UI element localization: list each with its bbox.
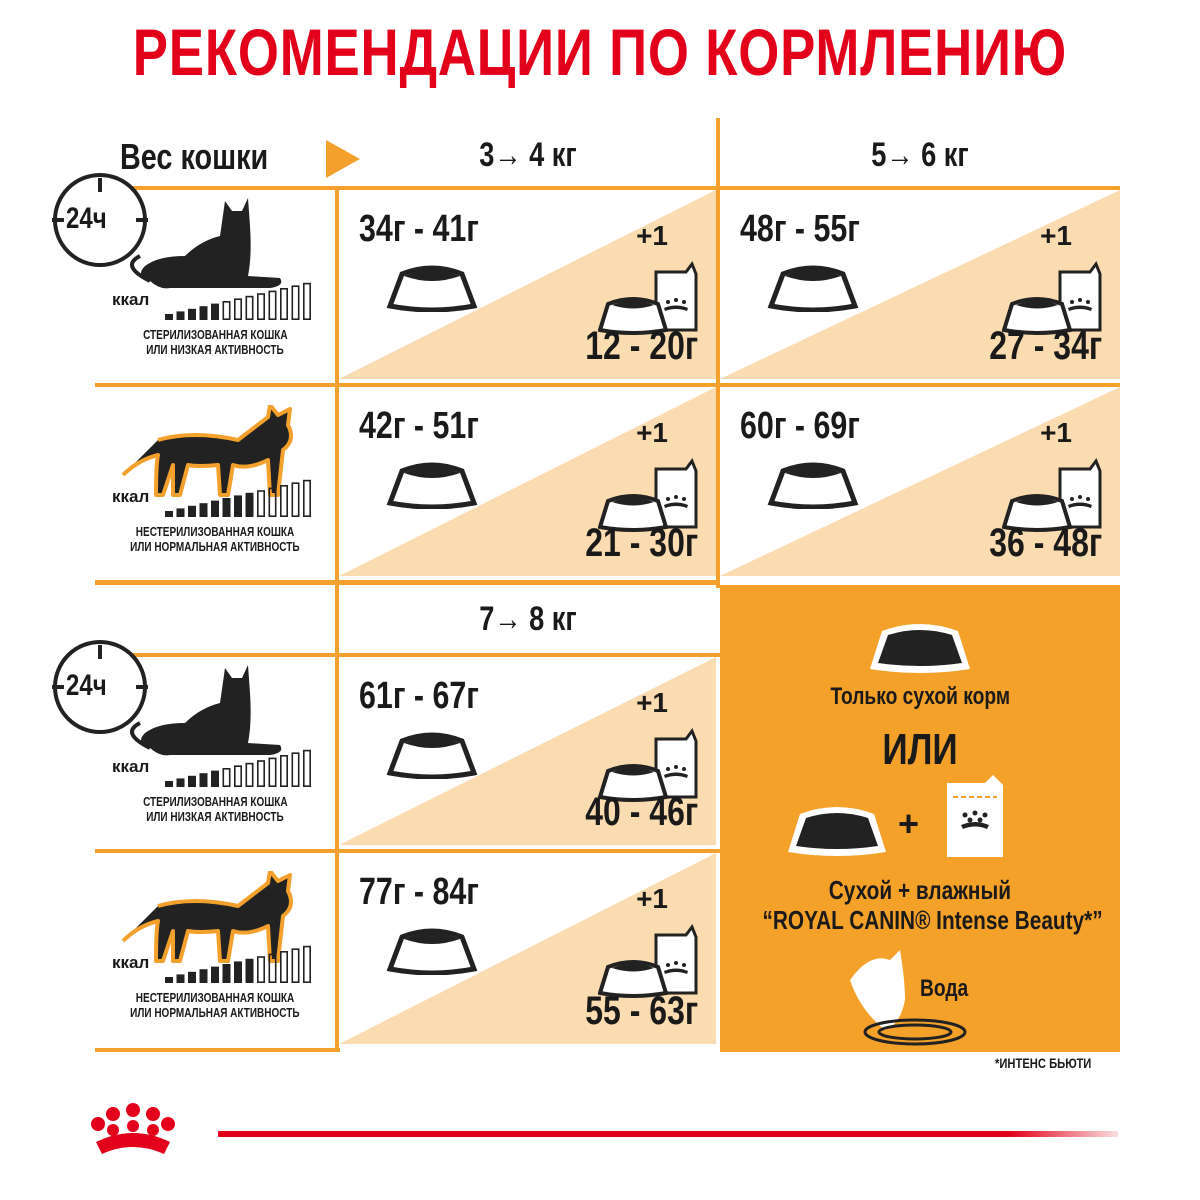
weight-label: Вес кошки — [120, 136, 269, 177]
feeding-cell: 48г - 55г +1 27 - 34г — [720, 190, 1120, 379]
dry-food-amount: 42г - 51г — [359, 405, 479, 447]
kcal-label: ккал — [112, 290, 150, 309]
feeding-options-panel: Только сухой корм ИЛИ + Сухой + влажный “… — [720, 585, 1120, 1052]
dry-food-amount: 61г - 67г — [359, 675, 479, 717]
or-label: ИЛИ — [882, 725, 958, 774]
activity-description: СТЕРИЛИЗОВАННАЯ КОШКА ИЛИ НИЗКАЯ АКТИВНОС… — [142, 328, 288, 357]
lying-cat-icon — [130, 198, 282, 289]
activity-description: СТЕРИЛИЗОВАННАЯ КОШКА ИЛИ НИЗКАЯ АКТИВНОС… — [142, 795, 288, 824]
dry-bowl-icon — [386, 732, 478, 779]
feeding-cell: 77г - 84г +1 55 - 63г — [339, 853, 716, 1044]
clock-label: 24ч — [66, 202, 107, 235]
walking-cat-icon — [121, 871, 294, 963]
plus-one-pouch: +1 — [636, 883, 668, 914]
dry-food-amount: 60г - 69г — [740, 405, 860, 447]
kcal-level-bars — [165, 749, 312, 788]
plus-one-pouch: +1 — [636, 417, 668, 448]
dry-bowl-icon — [386, 265, 478, 312]
wet-food-amount: 55 - 63г — [585, 989, 698, 1033]
kcal-level-bars — [165, 945, 312, 984]
divider — [95, 186, 1120, 190]
arrow-right-icon — [326, 140, 360, 178]
divider — [95, 383, 1120, 387]
wet-food-bowl-and-pouch-icon — [598, 260, 698, 335]
clock-24h-icon — [52, 173, 148, 267]
wet-food-bowl-and-pouch-icon — [598, 923, 698, 998]
lying-cat-icon — [130, 665, 282, 756]
divider — [95, 580, 720, 585]
walking-cat-icon — [121, 405, 294, 497]
wet-food-amount: 27 - 34г — [989, 324, 1102, 368]
dry-only-label: Только сухой корм — [830, 683, 1010, 710]
kcal-level-bars — [165, 282, 312, 321]
dry-bowl-icon — [386, 928, 478, 975]
plus-one-pouch: +1 — [1040, 417, 1072, 448]
dry-bowl-icon — [767, 462, 859, 509]
kcal-level-bars — [165, 479, 312, 518]
kcal-label: ккал — [112, 487, 150, 506]
dry-food-amount: 34г - 41г — [359, 208, 479, 250]
divider — [95, 1048, 340, 1052]
plus-one-pouch: +1 — [636, 220, 668, 251]
water-label: Вода — [920, 975, 969, 1002]
footnote: *ИНТЕНС БЬЮТИ — [995, 1055, 1092, 1071]
feeding-cell: 34г - 41г +1 12 - 20г — [339, 190, 716, 379]
kcal-label: ккал — [112, 757, 150, 776]
divider — [716, 118, 720, 588]
wet-food-bowl-and-pouch-icon — [598, 727, 698, 802]
wet-food-amount: 40 - 46г — [585, 790, 698, 834]
dry-bowl-icon — [767, 265, 859, 312]
weight-header-3-4: 3→ 4 кг — [479, 136, 577, 174]
activity-description: НЕСТЕРИЛИЗОВАННАЯ КОШКА ИЛИ НОРМАЛЬНАЯ АК… — [130, 525, 300, 554]
divider — [95, 849, 720, 853]
feeding-cell: 61г - 67г +1 40 - 46г — [339, 657, 716, 845]
activity-description: НЕСТЕРИЛИЗОВАННАЯ КОШКА ИЛИ НОРМАЛЬНАЯ АК… — [130, 991, 300, 1020]
divider — [95, 653, 720, 657]
clock-label: 24ч — [66, 669, 107, 702]
wet-food-amount: 12 - 20г — [585, 324, 698, 368]
feeding-cell: 42г - 51г +1 21 - 30г — [339, 387, 716, 576]
plus-one-pouch: +1 — [636, 687, 668, 718]
feeding-cell: 60г - 69г +1 36 - 48г — [720, 387, 1120, 576]
wet-food-bowl-and-pouch-icon — [598, 457, 698, 532]
wet-pouch-icon — [947, 775, 1003, 857]
dry-bowl-icon — [386, 462, 478, 509]
dry-food-amount: 77г - 84г — [359, 871, 479, 913]
page-title: РЕКОМЕНДАЦИИ ПО КОРМЛЕНИЮ — [132, 15, 1068, 89]
wet-food-amount: 36 - 48г — [989, 521, 1102, 565]
dry-food-amount: 48г - 55г — [740, 208, 860, 250]
kcal-label: ккал — [112, 953, 150, 972]
water-bowl-icon — [850, 950, 967, 1046]
divider — [335, 186, 339, 1052]
plus-one-pouch: +1 — [1040, 220, 1072, 251]
mixed-label: Сухой + влажный “ROYAL CANIN® Intense Bea… — [762, 875, 1103, 935]
wet-food-bowl-and-pouch-icon — [1002, 457, 1102, 532]
weight-header-7-8: 7→ 8 кг — [479, 600, 577, 638]
weight-header-5-6: 5→ 6 кг — [871, 136, 969, 174]
wet-food-amount: 21 - 30г — [585, 521, 698, 565]
royal-canin-crown-logo — [91, 1103, 175, 1154]
wet-food-bowl-and-pouch-icon — [1002, 260, 1102, 335]
plus-sign: + — [898, 803, 920, 844]
dry-bowl-icon — [870, 624, 970, 673]
clock-24h-icon — [52, 640, 148, 734]
dry-bowl-icon — [788, 807, 886, 856]
brand-line — [218, 1131, 1118, 1137]
